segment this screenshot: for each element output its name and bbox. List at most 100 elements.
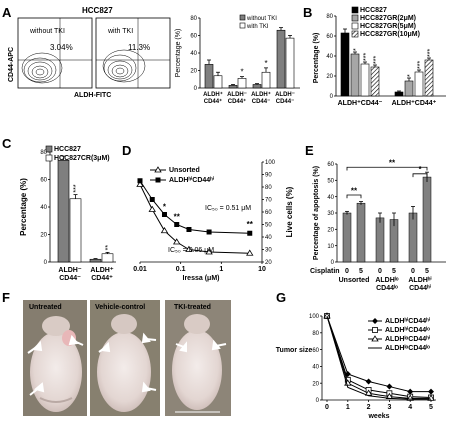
x-tick-label: ALDH⁺CD44⁺ [392, 100, 437, 107]
point-marker [206, 229, 212, 235]
legend-marker [155, 177, 161, 183]
panel-D: D 20 30 40 50 60 70 80 90 100 0.01 0.1 1 10 Iressa (μ… [122, 143, 294, 282]
y-tick-label: 60 [312, 348, 319, 354]
legend-marker [372, 327, 378, 333]
group-label: ALDHˡᵒ [375, 277, 398, 284]
x-tick-label: 1 [346, 404, 350, 411]
y-axis-label: Percentage (%) [19, 178, 28, 236]
flow-ylabel: CD44-APC [8, 47, 15, 82]
legend-swatch [45, 154, 53, 162]
bar [237, 78, 247, 89]
legend-label: ALDHˡᵒCD44ˡᵒ [385, 345, 430, 352]
legend-swatch [351, 30, 359, 38]
bar [276, 29, 286, 89]
series-line [326, 315, 432, 398]
y-tick-label: 80 [312, 331, 319, 337]
point-marker [148, 205, 156, 212]
x-tick-label: CD44⁻ [252, 99, 271, 105]
sig-marker: ** [105, 245, 112, 251]
y-tick-label: 50 [327, 179, 334, 185]
bar [394, 91, 404, 97]
x-tick-label: 0 [325, 404, 329, 411]
legend-swatch [239, 14, 246, 21]
sig-marker: * [240, 68, 243, 77]
y-tick-label: 40 [265, 235, 272, 241]
legend-swatch [351, 22, 359, 30]
legend-label: without TKI [246, 16, 277, 22]
x-tick-label: 2 [367, 404, 371, 411]
bar [57, 159, 70, 263]
legend-label: ALDHˡᵒCD44ʰⁱ [385, 334, 430, 343]
bar [101, 253, 114, 263]
sig-marker: *** [363, 53, 370, 61]
y-tick-label: 40 [327, 195, 334, 201]
flow-plot-without-tki: without TKI 3.04% [17, 17, 93, 89]
y-axis-label: Percentage (%) [313, 33, 320, 84]
bar [404, 80, 414, 97]
legend-label: ALDHʰⁱCD44ʰⁱ [385, 316, 430, 325]
y-tick-label: 90 [265, 173, 272, 179]
legend-label: HCC827GR(5μM) [360, 23, 416, 30]
sig-marker: * [264, 59, 267, 68]
bar [204, 64, 214, 89]
point-marker [247, 230, 253, 236]
x-tick-label: 5 [392, 268, 396, 275]
legend-marker [371, 335, 379, 342]
y-tick-label: 20 [326, 74, 333, 80]
x-axis-label: weeks [367, 413, 389, 420]
legend-label: HCC827 [54, 146, 81, 153]
point-marker [174, 222, 180, 227]
bar [89, 258, 102, 263]
y-tick-label: 60 [40, 178, 47, 184]
y-tick-label: 80 [190, 16, 197, 22]
x-tick-label: ALDH⁺ [90, 267, 113, 274]
y-tick-label: 0 [331, 260, 335, 266]
sig-marker: * [418, 165, 422, 174]
y-axis-label: Live cells (%) [285, 186, 294, 237]
x-tick-label: 0 [411, 268, 415, 275]
chart-D-line: 20 30 40 50 60 70 80 90 100 0.01 0.1 1 10 Iressa (μM)… [133, 160, 294, 282]
panel-label-E: E [305, 143, 314, 158]
legend-label: with TKI [246, 24, 269, 30]
bar [414, 71, 424, 97]
y-axis-label: Percentage (%) [175, 29, 182, 78]
x-tick-label: 4 [408, 404, 412, 411]
group-label: ALDHʰⁱ [408, 275, 431, 284]
sig-marker: * [407, 74, 414, 77]
cisplatin-label: Cisplatin [310, 268, 340, 275]
y-tick-label: 80 [40, 150, 47, 156]
sig-marker: ** [247, 220, 254, 229]
photo-label-tki: TKI-treated [174, 304, 211, 311]
x-tick-label: CD44⁻ [276, 99, 295, 105]
x-tick-label: ALDH⁺ [251, 91, 271, 98]
legend-label: HCC827GR(2μM) [360, 15, 416, 22]
legend-label: HCC827 [360, 7, 387, 14]
y-tick-label: 40 [326, 54, 333, 60]
flow-left-pct: 3.04% [50, 43, 73, 52]
group-label: Unsorted [339, 277, 370, 284]
sig-marker: * [353, 48, 360, 51]
x-tick-label: 5 [429, 404, 433, 411]
x-tick-label: CD44⁺ [228, 98, 247, 105]
panel-label-D: D [122, 143, 131, 158]
panel-label-G: G [276, 290, 286, 305]
y-tick-label: 20 [327, 228, 334, 234]
series-line [326, 315, 431, 399]
x-tick-label: 0.1 [176, 266, 186, 273]
y-tick-label: 60 [326, 34, 333, 40]
y-axis-label: Tumor size [276, 347, 313, 354]
y-tick-label: 60 [265, 210, 272, 216]
flow-left-label: without TKI [29, 28, 65, 35]
y-tick-label: 80 [326, 14, 333, 20]
bar [408, 212, 418, 263]
y-tick-label: 100 [265, 160, 276, 166]
bar [370, 66, 380, 97]
panel-label-C: C [2, 136, 12, 151]
bar [375, 217, 385, 263]
sig-marker: ** [174, 213, 181, 222]
x-tick-label: 10 [258, 266, 266, 273]
panel-label-A: A [2, 5, 12, 20]
